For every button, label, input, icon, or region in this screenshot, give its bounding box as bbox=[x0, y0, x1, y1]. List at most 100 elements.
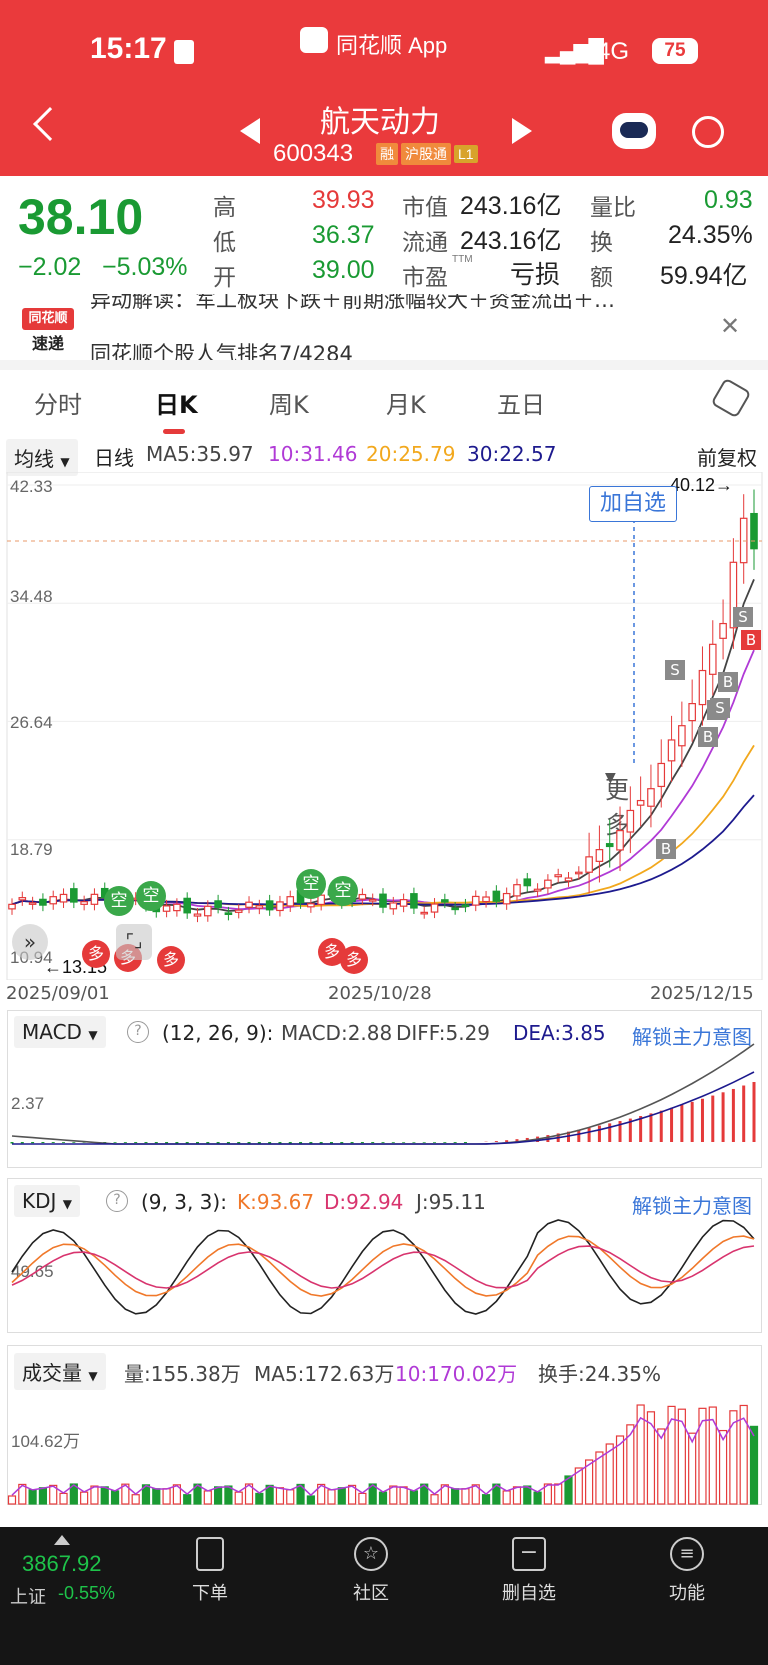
volume-bar bbox=[358, 1492, 367, 1505]
candle-body bbox=[28, 902, 37, 905]
candle-body bbox=[245, 901, 253, 908]
news-logo: 同花顺 速递 bbox=[22, 308, 74, 354]
candle-body bbox=[276, 901, 284, 912]
ma5-value: MA5:35.97 bbox=[146, 442, 254, 466]
candle-body bbox=[80, 901, 88, 905]
tab-weekly-k[interactable]: 周K bbox=[269, 391, 309, 419]
mktcap-label: 市值 bbox=[402, 194, 448, 220]
pe-sup: TTM bbox=[452, 254, 473, 265]
kdj-select[interactable]: KDJ ▼ bbox=[14, 1185, 81, 1217]
candle-body bbox=[667, 739, 676, 762]
tag-connect: 沪股通 bbox=[401, 143, 451, 165]
volume-bar bbox=[131, 1494, 140, 1505]
candle-body bbox=[255, 905, 264, 909]
candle-body bbox=[482, 896, 490, 903]
candle-body bbox=[461, 904, 470, 908]
candle-body bbox=[678, 725, 686, 747]
index-value[interactable]: 3867.92 bbox=[22, 1551, 102, 1576]
indicator-select[interactable]: 均线 ▼ bbox=[6, 439, 78, 476]
volume-bar bbox=[698, 1407, 707, 1505]
volume-turnover: 换手:24.35% bbox=[538, 1362, 661, 1386]
status-network: 4G bbox=[597, 38, 630, 65]
amount-label: 额 bbox=[590, 264, 613, 290]
volume-bar bbox=[337, 1487, 346, 1505]
news-logo-bottom: 速递 bbox=[31, 334, 64, 353]
expand-icon[interactable]: » bbox=[12, 924, 48, 960]
vol-ratio-value: 0.93 bbox=[704, 186, 753, 214]
kdj-params: (9, 3, 3): bbox=[141, 1190, 227, 1214]
y-label-2: 34.48 bbox=[10, 587, 53, 606]
community-button[interactable]: ☆ 社区 bbox=[311, 1527, 431, 1605]
volume-bar bbox=[141, 1484, 151, 1505]
float-label: 流通 bbox=[402, 229, 448, 255]
back-icon[interactable] bbox=[33, 107, 67, 141]
adjust-select[interactable]: 前复权 bbox=[697, 446, 757, 470]
volume-bar bbox=[626, 1424, 635, 1505]
add-watchlist-button[interactable]: 加自选 bbox=[589, 486, 677, 522]
volume-bar bbox=[7, 1495, 17, 1505]
signal-duo-5: 多 bbox=[340, 946, 368, 974]
kline-chart[interactable]: 42.33 34.48 26.64 18.79 10.94 40.12→ ←13… bbox=[0, 472, 768, 980]
header: 15:17 同花顺 App ▂▄▆█ 4G 75 航天动力 600343 融沪股… bbox=[0, 0, 768, 176]
search-icon[interactable] bbox=[692, 116, 724, 148]
functions-button[interactable]: ≡ 功能 bbox=[627, 1527, 747, 1605]
volume-bar bbox=[234, 1491, 243, 1505]
remove-watchlist-button[interactable]: − 删自选 bbox=[469, 1527, 589, 1605]
news-line-2: 同花顺个股人气排名7/4284 bbox=[90, 342, 353, 360]
news-banner[interactable]: 同花顺 速递 异动解读：军工板块下跌＋前期涨幅较大＋资金流出＋… 同花顺个股人气… bbox=[0, 294, 768, 360]
stock-name: 航天动力 bbox=[320, 106, 440, 139]
kdj-label: KDJ bbox=[22, 1189, 57, 1213]
help-icon[interactable]: ? bbox=[127, 1021, 149, 1043]
order-label: 下单 bbox=[192, 1583, 228, 1604]
volume-select[interactable]: 成交量 ▼ bbox=[14, 1353, 106, 1390]
tab-monthly-k[interactable]: 月K bbox=[386, 391, 426, 419]
volume-bar bbox=[265, 1484, 274, 1505]
remove-watchlist-label: 删自选 bbox=[502, 1583, 556, 1604]
settings-hexagon-icon[interactable] bbox=[710, 377, 752, 419]
robot-assistant-icon[interactable] bbox=[612, 113, 656, 149]
candle-body bbox=[183, 897, 191, 914]
candle-body bbox=[368, 898, 377, 902]
macd-unlock-link[interactable]: 解锁主力意图 bbox=[632, 1025, 752, 1049]
volume-bar bbox=[502, 1490, 511, 1505]
ma10-value: 10:31.46 bbox=[268, 442, 358, 466]
tab-fenshi[interactable]: 分时 bbox=[34, 391, 82, 419]
volume-bar bbox=[18, 1483, 27, 1505]
volume-bar bbox=[327, 1489, 336, 1505]
ma20-value: 20:25.79 bbox=[366, 442, 456, 466]
close-icon[interactable]: ✕ bbox=[720, 312, 741, 340]
prev-stock-icon[interactable] bbox=[240, 118, 260, 144]
mktcap-value: 243.16亿 bbox=[460, 192, 562, 220]
help-icon[interactable]: ? bbox=[106, 1190, 128, 1212]
volume-bar bbox=[347, 1484, 357, 1505]
candle-body bbox=[585, 856, 593, 873]
volume-bar bbox=[162, 1488, 171, 1505]
pe-label: 市盈 bbox=[402, 264, 448, 290]
candle-body bbox=[70, 888, 78, 903]
chevron-down-icon: ▼ bbox=[605, 770, 616, 786]
battery-level: 75 bbox=[664, 40, 686, 61]
candle-body bbox=[595, 849, 604, 862]
crosshair-icon[interactable]: ⌜⌟ bbox=[116, 924, 152, 960]
candle-body bbox=[430, 903, 439, 913]
candle-body bbox=[647, 788, 655, 807]
candle-body bbox=[698, 669, 707, 706]
volume-bar bbox=[420, 1483, 429, 1505]
y-label-4: 18.79 bbox=[10, 840, 53, 859]
volume-bar bbox=[646, 1411, 656, 1505]
volume-bar bbox=[80, 1491, 89, 1505]
signal-kong-3: 空 bbox=[296, 869, 326, 899]
signal-s-3: S bbox=[733, 607, 753, 627]
signal-duo-3: 多 bbox=[157, 946, 185, 974]
tab-five-day[interactable]: 五日 bbox=[497, 391, 545, 419]
candle-body bbox=[739, 517, 748, 564]
tab-daily-k[interactable]: 日K bbox=[155, 391, 198, 419]
chevron-down-icon: ▼ bbox=[88, 1369, 98, 1383]
candle-body bbox=[410, 893, 418, 909]
kdj-unlock-link[interactable]: 解锁主力意图 bbox=[632, 1194, 752, 1218]
volume-bar bbox=[38, 1487, 48, 1505]
volume-bar bbox=[718, 1429, 728, 1505]
next-stock-icon[interactable] bbox=[512, 118, 532, 144]
order-button[interactable]: 下单 bbox=[150, 1527, 270, 1605]
macd-select[interactable]: MACD ▼ bbox=[14, 1016, 106, 1048]
